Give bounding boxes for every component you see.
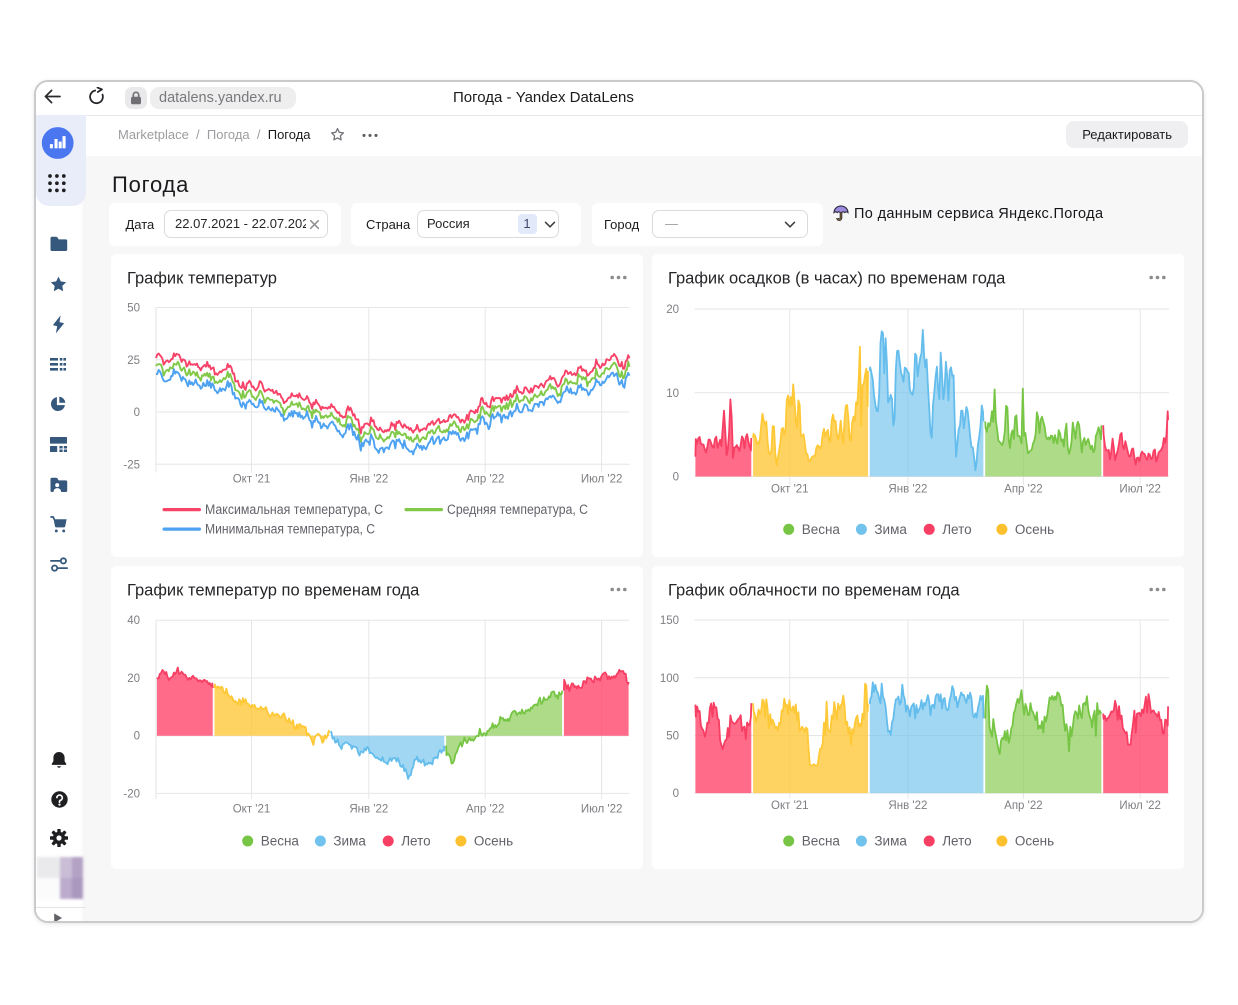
svg-text:Минимальная температура, С: Минимальная температура, С — [205, 521, 375, 536]
svg-text:Весна: Весна — [260, 834, 299, 849]
svg-text:20: 20 — [666, 304, 679, 316]
svg-text:10: 10 — [666, 387, 679, 399]
svg-text:20: 20 — [127, 673, 140, 685]
svg-text:Весна: Весна — [801, 834, 840, 849]
svg-text:Окт '21: Окт '21 — [232, 804, 270, 816]
svg-text:50: 50 — [127, 302, 140, 314]
svg-text:Осень: Осень — [1014, 522, 1053, 537]
svg-text:Лето: Лето — [401, 834, 430, 849]
svg-text:Лето: Лето — [942, 522, 971, 537]
svg-text:Апр '22: Апр '22 — [465, 804, 503, 816]
svg-text:Осень: Осень — [473, 834, 512, 849]
svg-text:Зима: Зима — [333, 834, 366, 849]
svg-text:Июл '22: Июл '22 — [1119, 800, 1161, 812]
svg-text:Зима: Зима — [874, 522, 907, 537]
svg-text:Окт '21: Окт '21 — [771, 483, 809, 495]
svg-text:50: 50 — [666, 731, 679, 743]
svg-text:График осадков (в часах) по вр: График осадков (в часах) по временам год… — [668, 269, 1006, 287]
svg-text:Апр '22: Апр '22 — [1004, 483, 1042, 495]
svg-text:Осень: Осень — [1014, 834, 1053, 849]
svg-text:0: 0 — [133, 731, 139, 743]
svg-text:Зима: Зима — [874, 834, 907, 849]
svg-text:0: 0 — [133, 407, 139, 419]
svg-text:Янв '22: Янв '22 — [888, 800, 927, 812]
svg-text:Весна: Весна — [801, 522, 840, 537]
svg-text:Средняя температура, С: Средняя температура, С — [447, 502, 588, 517]
svg-text:0: 0 — [672, 471, 678, 483]
svg-text:100: 100 — [659, 673, 678, 685]
svg-text:150: 150 — [659, 615, 678, 627]
svg-text:40: 40 — [127, 615, 140, 627]
svg-text:25: 25 — [127, 354, 140, 366]
svg-text:График температур по временам: График температур по временам года — [127, 582, 420, 600]
svg-text:Июл '22: Июл '22 — [580, 473, 622, 485]
svg-text:Июл '22: Июл '22 — [1119, 483, 1161, 495]
svg-text:Янв '22: Янв '22 — [349, 473, 388, 485]
svg-text:Окт '21: Окт '21 — [232, 473, 270, 485]
svg-text:-20: -20 — [123, 788, 140, 800]
svg-text:Максимальная температура, С: Максимальная температура, С — [205, 502, 383, 517]
svg-text:График температур: График температур — [127, 269, 277, 287]
svg-text:Апр '22: Апр '22 — [465, 473, 503, 485]
svg-text:Янв '22: Янв '22 — [888, 483, 927, 495]
svg-text:-25: -25 — [123, 459, 140, 471]
svg-text:Лето: Лето — [942, 834, 971, 849]
svg-text:Окт '21: Окт '21 — [771, 800, 809, 812]
svg-text:0: 0 — [672, 788, 678, 800]
svg-text:График облачности по временам: График облачности по временам года — [668, 582, 960, 600]
svg-text:Июл '22: Июл '22 — [580, 804, 622, 816]
svg-text:Апр '22: Апр '22 — [1004, 800, 1042, 812]
svg-text:Янв '22: Янв '22 — [349, 804, 388, 816]
